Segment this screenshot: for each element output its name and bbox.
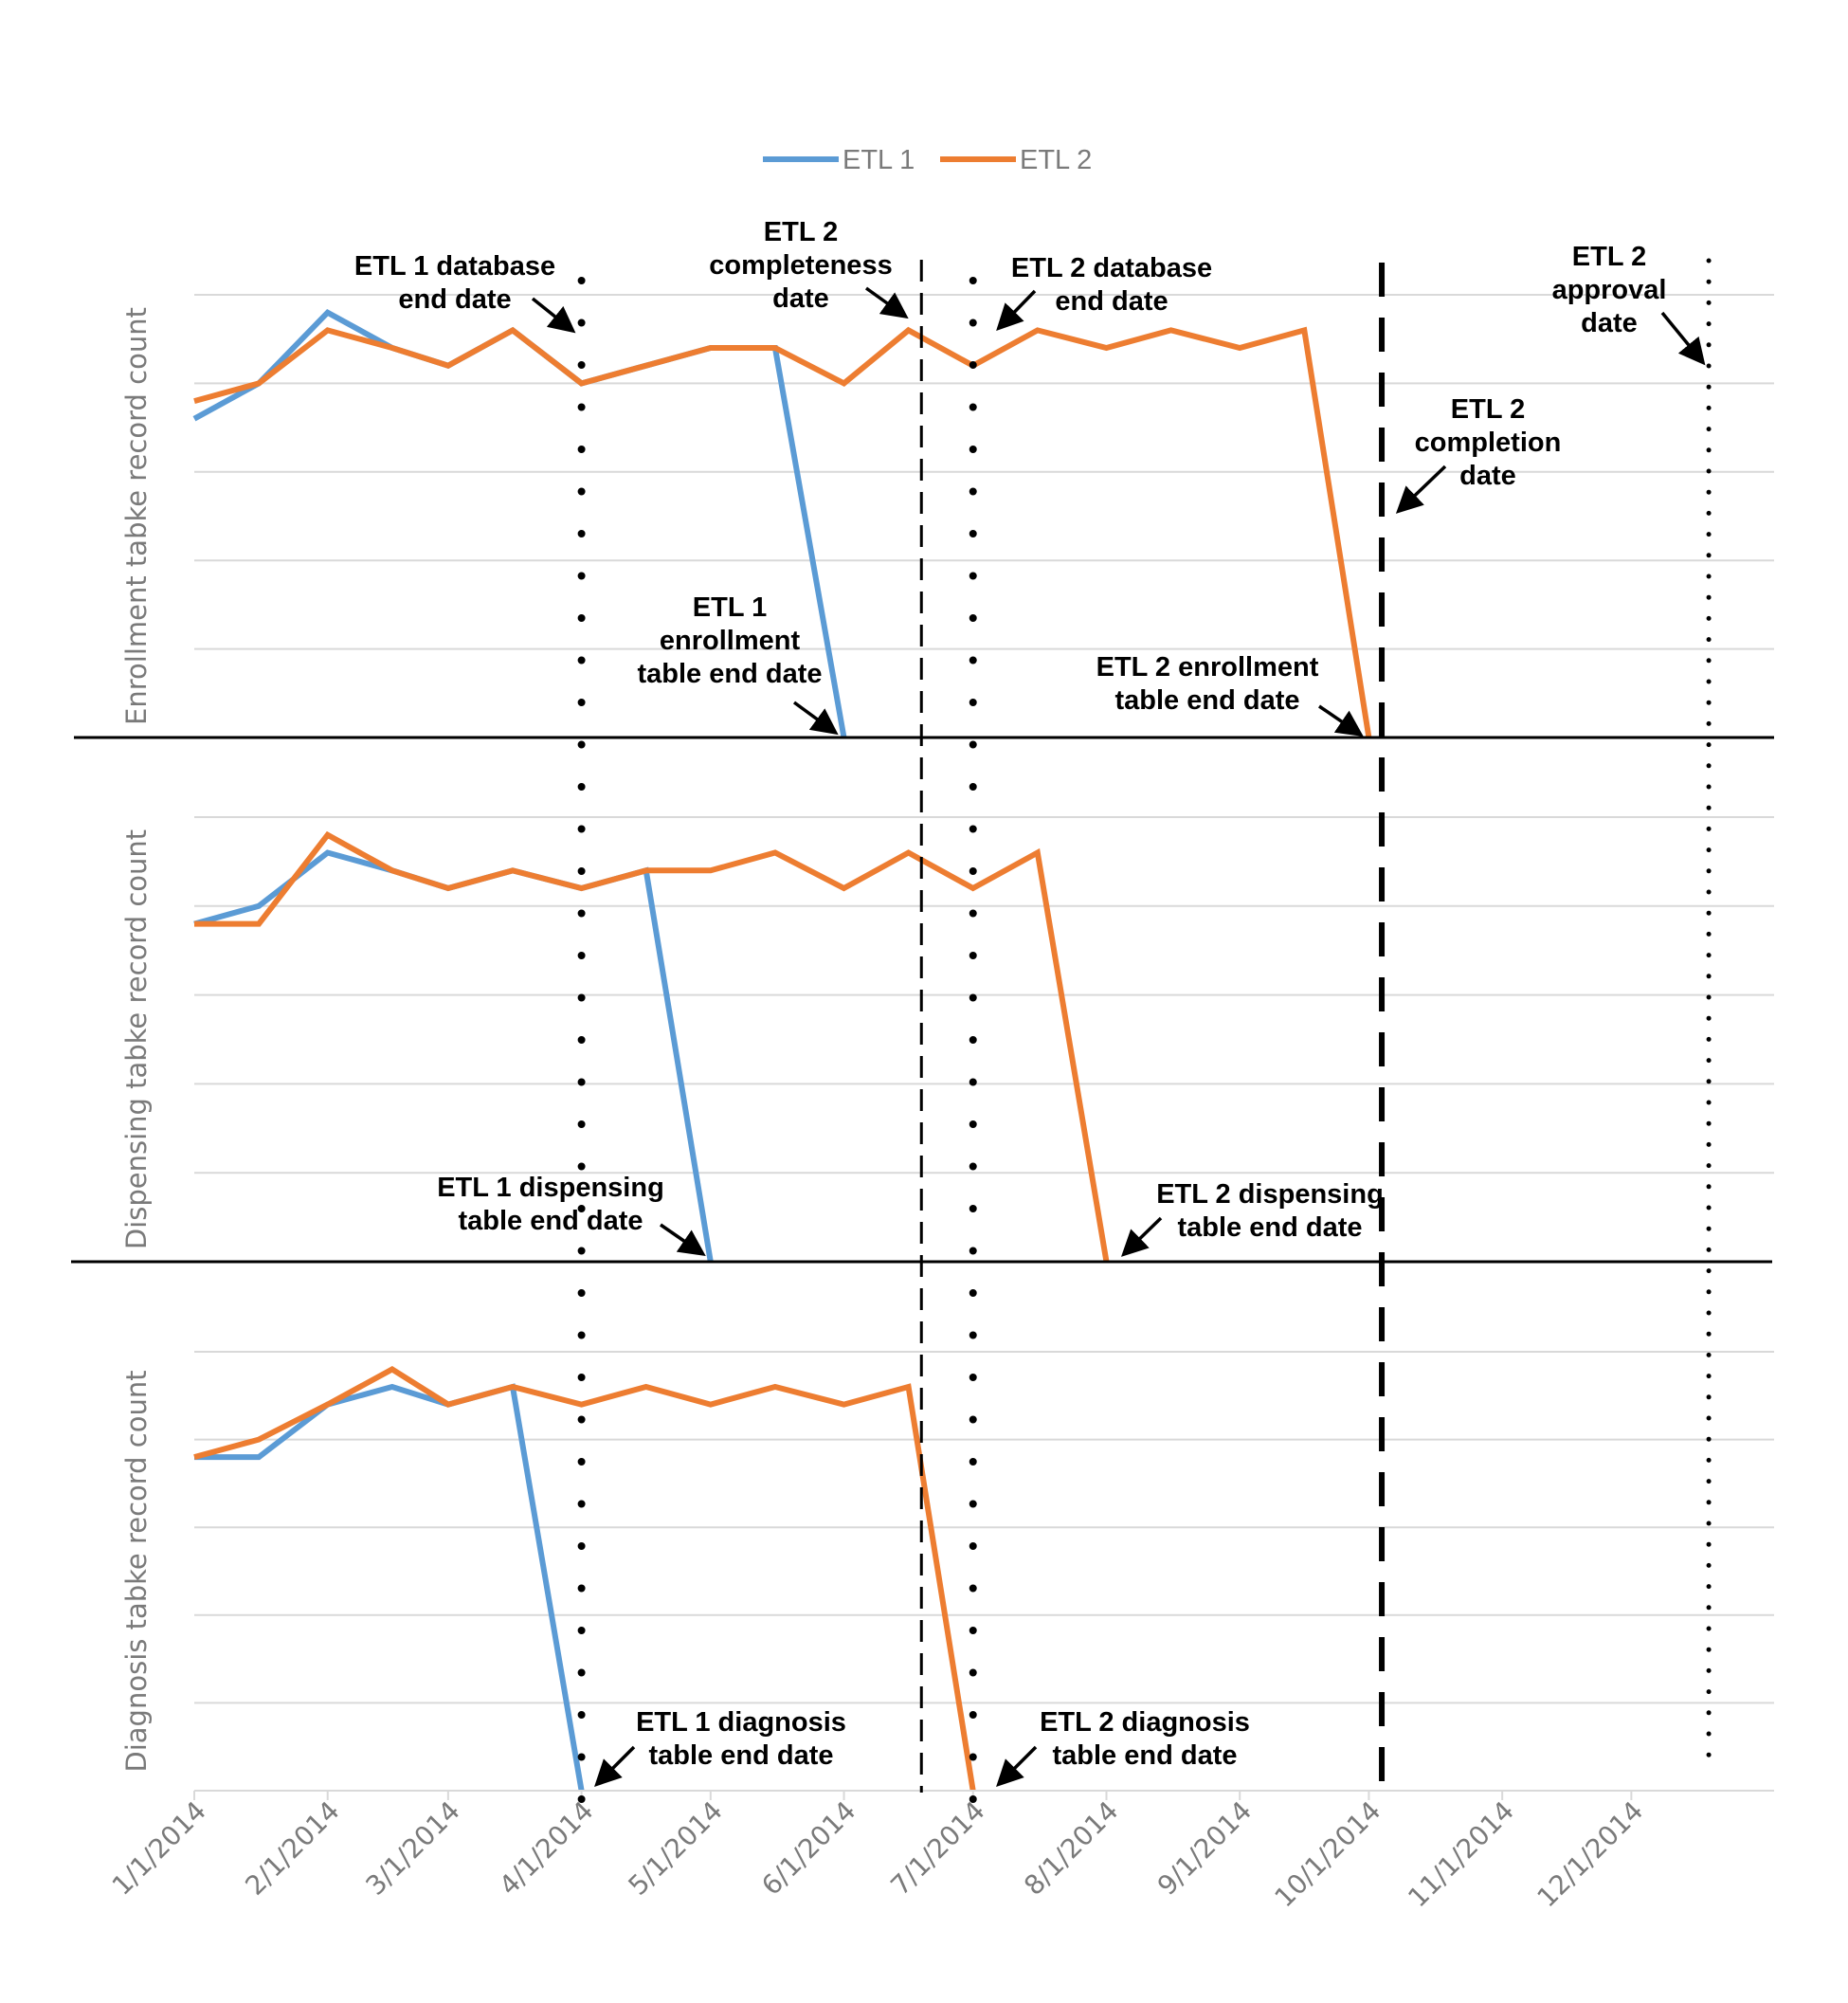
annotation-arrow	[531, 297, 576, 334]
x-tick-label: 5/1/2014	[622, 1795, 728, 1902]
annotation-label: ETL 2 enrollment table end date	[1096, 652, 1319, 716]
y-axis-title: Diagnosis tabke record count	[120, 1370, 153, 1772]
annotation-line: approval	[1552, 275, 1667, 305]
annotation-line: table end date	[649, 1740, 834, 1771]
annotation-line: date	[772, 283, 829, 314]
annotation-line: end date	[398, 284, 511, 315]
annotation-arrow	[1120, 1216, 1163, 1257]
annotation-line: enrollment	[660, 626, 801, 656]
annotation-line: table end date	[459, 1206, 643, 1236]
annotation-line: ETL 2 database	[1011, 253, 1212, 283]
annotation-line: table end date	[1115, 685, 1300, 716]
annotation-line: ETL 2 dispensing	[1156, 1179, 1384, 1210]
annotation-line: ETL 2	[764, 217, 838, 247]
y-axis-title: Dispensing tabke record count	[120, 829, 153, 1249]
series-line-etl-2	[193, 1366, 976, 1792]
annotation-line: ETL 1	[693, 592, 767, 623]
x-tick-label: 9/1/2014	[1151, 1795, 1258, 1902]
panel-3: Diagnosis tabke record count	[120, 1351, 1774, 1792]
annotation-label: ETL 2 completion date	[1415, 394, 1562, 491]
annotation-arrow	[996, 289, 1037, 332]
x-tick-label: 4/1/2014	[493, 1795, 599, 1902]
x-tick-label: 12/1/2014	[1531, 1795, 1649, 1914]
annotation-line: table end date	[1053, 1740, 1238, 1771]
series-line-etl-2	[194, 830, 1110, 1263]
annotation-label: ETL 1 diagnosis table end date	[636, 1707, 846, 1771]
annotation-arrow	[864, 286, 909, 319]
annotation-line: ETL 2 diagnosis	[1040, 1707, 1250, 1738]
annotation-line: completeness	[709, 250, 892, 281]
x-tick-label: 3/1/2014	[360, 1795, 466, 1902]
annotation-line: ETL 1 dispensing	[437, 1173, 664, 1203]
annotation-arrow	[1318, 704, 1364, 737]
annotation-label: ETL 2 approval date	[1552, 242, 1667, 338]
annotation-line: ETL 2	[1451, 394, 1525, 425]
annotation-label: ETL 2 database end date	[1011, 253, 1212, 317]
x-tick-label: 1/1/2014	[106, 1795, 212, 1902]
x-tick-label: 6/1/2014	[755, 1795, 861, 1902]
x-tick-label: 11/1/2014	[1402, 1795, 1520, 1914]
x-tick-label: 7/1/2014	[884, 1795, 990, 1902]
annotation-line: date	[1581, 308, 1638, 338]
annotation-line: ETL 1 database	[354, 251, 555, 282]
annotation-label: ETL 1 database end date	[354, 251, 555, 315]
annotation-arrow	[1660, 311, 1706, 366]
legend-label: ETL 1	[842, 145, 915, 175]
annotation-line: ETL 2 enrollment	[1096, 652, 1319, 683]
annotation-line: table end date	[1178, 1212, 1363, 1243]
annotation-arrow	[660, 1223, 706, 1256]
legend-label: ETL 2	[1020, 145, 1092, 175]
annotation-label: ETL 2 dispensing table end date	[1156, 1179, 1384, 1243]
panel-1: Enrollment tabke record count	[120, 294, 1774, 738]
annotation-label: ETL 2 completeness date	[709, 217, 892, 314]
panel-2: Dispensing tabke record count	[120, 816, 1774, 1263]
annotation-line: date	[1459, 461, 1516, 491]
series-line-etl-2	[193, 326, 1372, 738]
x-tick-label: 8/1/2014	[1018, 1795, 1124, 1902]
annotation-arrow	[594, 1745, 636, 1787]
annotation-label: ETL 1 enrollment table end date	[638, 592, 823, 689]
annotation-label: ETL 1 dispensing table end date	[437, 1173, 664, 1236]
annotation-arrow	[1395, 464, 1447, 514]
x-tick-label: 2/1/2014	[239, 1795, 345, 1902]
x-tick-label: 10/1/2014	[1269, 1795, 1387, 1914]
series-line-etl-1	[194, 1383, 585, 1792]
annotation-label: ETL 2 diagnosis table end date	[1040, 1707, 1250, 1771]
annotation-line: ETL 1 diagnosis	[636, 1707, 846, 1738]
annotation-line: ETL 2	[1572, 242, 1646, 272]
annotation-arrow	[996, 1745, 1038, 1787]
y-axis-title: Enrollment tabke record count	[120, 307, 153, 725]
annotation-line: completion	[1415, 428, 1562, 458]
annotation-line: table end date	[638, 659, 823, 689]
annotation-arrow	[792, 701, 839, 736]
annotation-line: end date	[1055, 286, 1168, 317]
